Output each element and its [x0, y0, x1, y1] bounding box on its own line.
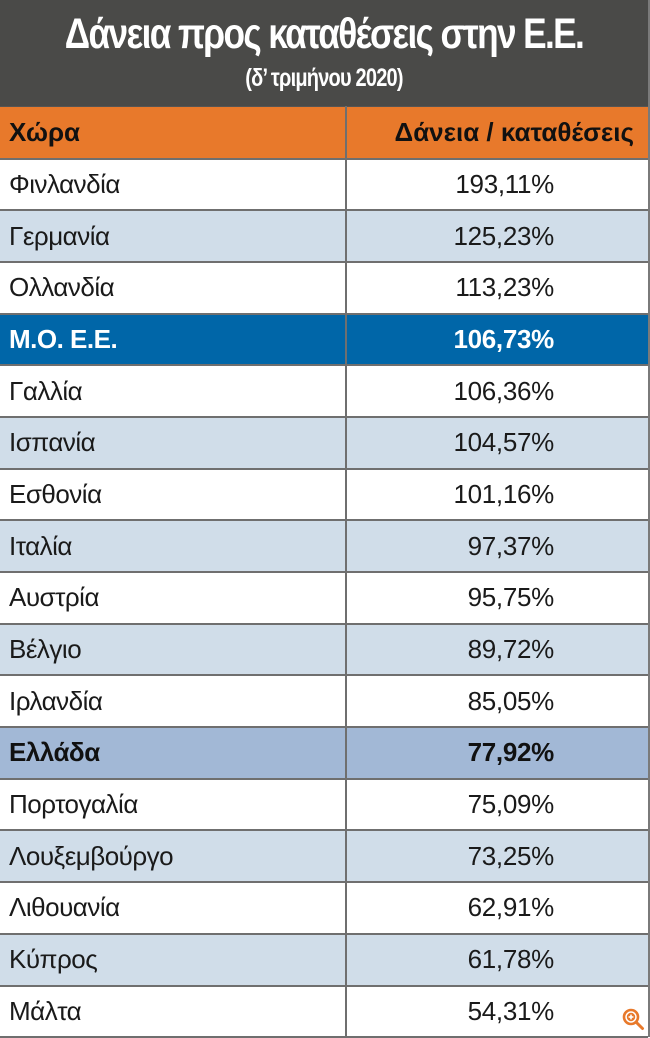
ratio-cell: 193,11%: [346, 157, 648, 212]
table-row: Γαλλία 106,36%: [0, 364, 648, 418]
country-cell: Αυστρία: [0, 571, 347, 625]
table-row: Ιρλανδία 85,05%: [0, 674, 648, 729]
ratio-cell: 77,92%: [346, 726, 648, 780]
ratio-cell: 54,31%: [346, 984, 648, 1038]
table-row: Ισπανία 104,57%: [0, 415, 648, 470]
loans-to-deposits-table: Χώρα Δάνεια / καταθέσεις Φινλανδία 193,1…: [0, 106, 648, 1038]
country-cell: Πορτογαλία: [0, 777, 347, 832]
table-row: Λιθουανία 62,91%: [0, 881, 648, 935]
table-row: Φινλανδία 193,11%: [0, 157, 648, 212]
ratio-cell: 62,91%: [346, 881, 648, 935]
country-cell: Βέλγιο: [0, 622, 347, 677]
zoom-in-icon[interactable]: [621, 1007, 645, 1031]
table-row: Κύπρος 61,78%: [0, 932, 648, 987]
table-row: Ολλανδία 113,23%: [0, 260, 648, 315]
country-cell: Ισπανία: [0, 415, 347, 470]
ratio-cell: 106,73%: [346, 312, 648, 367]
table-row: Γερμανία 125,23%: [0, 209, 648, 263]
ratio-cell: 73,25%: [346, 829, 648, 884]
country-cell: Μάλτα: [0, 984, 347, 1038]
column-header-country: Χώρα: [0, 106, 347, 160]
country-cell: Ιρλανδία: [0, 674, 347, 729]
country-cell: Γερμανία: [0, 209, 347, 263]
ratio-cell: 85,05%: [346, 674, 648, 729]
country-cell: Λουξεμβούργο: [0, 829, 347, 884]
country-cell: Ελλάδα: [0, 726, 347, 780]
chart-title: Δάνεια προς καταθέσεις στην Ε.Ε.: [64, 10, 585, 58]
table-header-row: Χώρα Δάνεια / καταθέσεις: [0, 106, 648, 160]
ratio-cell: 61,78%: [346, 932, 648, 987]
table-row: Πορτογαλία 75,09%: [0, 777, 648, 832]
country-cell: Ιταλία: [0, 519, 347, 573]
ratio-cell: 101,16%: [346, 467, 648, 522]
country-cell: Λιθουανία: [0, 881, 347, 935]
country-cell: Ολλανδία: [0, 260, 347, 315]
eu-average-row: Μ.Ο. Ε.Ε. 106,73%: [0, 312, 648, 367]
title-block: Δάνεια προς καταθέσεις στην Ε.Ε. (δ’ τρι…: [0, 0, 648, 106]
ratio-cell: 125,23%: [346, 209, 648, 263]
ratio-cell: 113,23%: [346, 260, 648, 315]
column-header-ratio: Δάνεια / καταθέσεις: [346, 106, 648, 160]
country-cell: Κύπρος: [0, 932, 347, 987]
table-row: Βέλγιο 89,72%: [0, 622, 648, 677]
ratio-cell: 95,75%: [346, 571, 648, 625]
table-row: Μάλτα 54,31%: [0, 984, 648, 1038]
ratio-cell: 89,72%: [346, 622, 648, 677]
country-cell: Γαλλία: [0, 364, 347, 418]
table-row: Αυστρία 95,75%: [0, 571, 648, 625]
greece-row: Ελλάδα 77,92%: [0, 726, 648, 780]
ratio-cell: 75,09%: [346, 777, 648, 832]
table-row: Λουξεμβούργο 73,25%: [0, 829, 648, 884]
ratio-cell: 106,36%: [346, 364, 648, 418]
ratio-cell: 97,37%: [346, 519, 648, 573]
table-row: Ιταλία 97,37%: [0, 519, 648, 573]
country-cell: Μ.Ο. Ε.Ε.: [0, 312, 347, 367]
country-cell: Εσθονία: [0, 467, 347, 522]
country-cell: Φινλανδία: [0, 157, 347, 212]
ratio-cell: 104,57%: [346, 415, 648, 470]
chart-subtitle: (δ’ τριμήνου 2020): [245, 64, 403, 92]
table-row: Εσθονία 101,16%: [0, 467, 648, 522]
